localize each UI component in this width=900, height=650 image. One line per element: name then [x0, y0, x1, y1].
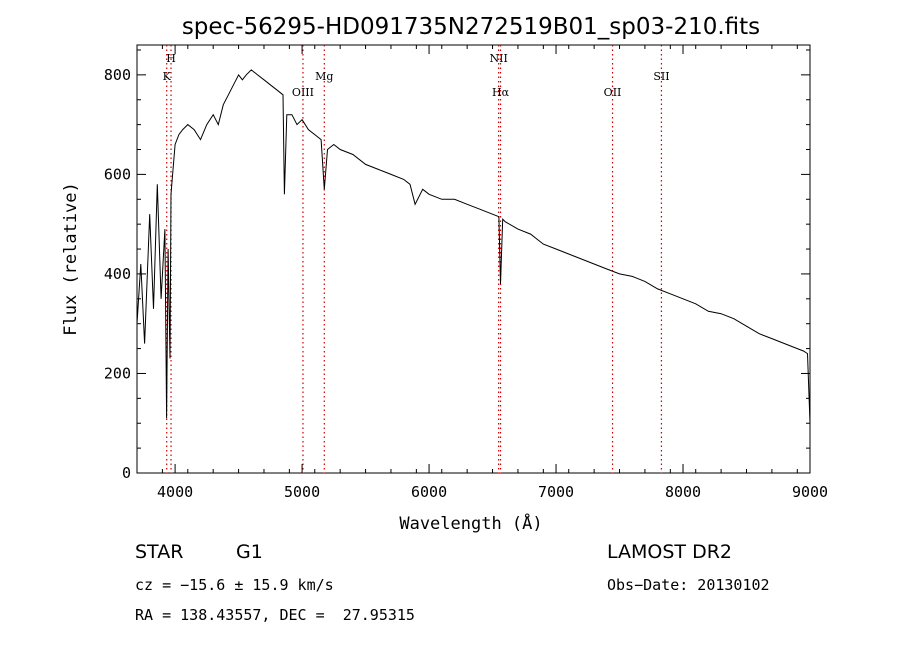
y-tick-label: 600: [104, 165, 131, 183]
line-marker-label: OIII: [292, 86, 314, 99]
subclass-label: G1: [236, 541, 263, 563]
survey-label: LAMOST DR2: [607, 541, 732, 563]
x-tick-label: 7000: [538, 483, 574, 501]
x-axis-ticks: 4000 5000 6000 7000 8000 9000: [136, 45, 828, 501]
plot-frame: [136, 44, 811, 474]
redshift-text: cz = −15.6 ± 15.9 km/s: [135, 576, 334, 594]
obs-date-text: Obs−Date: 20130102: [607, 576, 770, 594]
info-panel: STAR G1 LAMOST DR2 cz = −15.6 ± 15.9 km/…: [135, 541, 770, 624]
y-axis-ticks: 0 200 400 600 800: [104, 49, 810, 482]
y-tick-label: 200: [104, 364, 131, 382]
y-axis-label: Flux (relative): [61, 182, 81, 336]
x-axis-label: Wavelength (Å): [399, 512, 542, 534]
x-tick-label: 9000: [792, 483, 828, 501]
coordinates-text: RA = 138.43557, DEC = 27.95315: [135, 606, 415, 624]
line-marker-label: NII: [489, 52, 507, 65]
y-tick-label: 0: [122, 464, 131, 482]
line-marker-label: Hα: [492, 86, 510, 99]
x-tick-label: 5000: [284, 483, 320, 501]
line-marker-label: H: [166, 52, 176, 65]
spectrum-line: [136, 69, 811, 424]
y-tick-label: 800: [104, 66, 131, 84]
line-marker-label: Mg: [315, 70, 333, 83]
x-tick-label: 4000: [157, 483, 193, 501]
x-tick-label: 6000: [411, 483, 447, 501]
line-marker-label: SII: [653, 70, 669, 83]
line-marker-label: K: [163, 70, 172, 83]
chart-title: spec-56295-HD091735N272519B01_sp03-210.f…: [182, 14, 760, 40]
y-tick-label: 400: [104, 265, 131, 283]
line-marker-label: OII: [604, 86, 622, 99]
x-tick-label: 8000: [665, 483, 701, 501]
class-label: STAR: [135, 541, 183, 563]
series-group: [136, 69, 811, 424]
